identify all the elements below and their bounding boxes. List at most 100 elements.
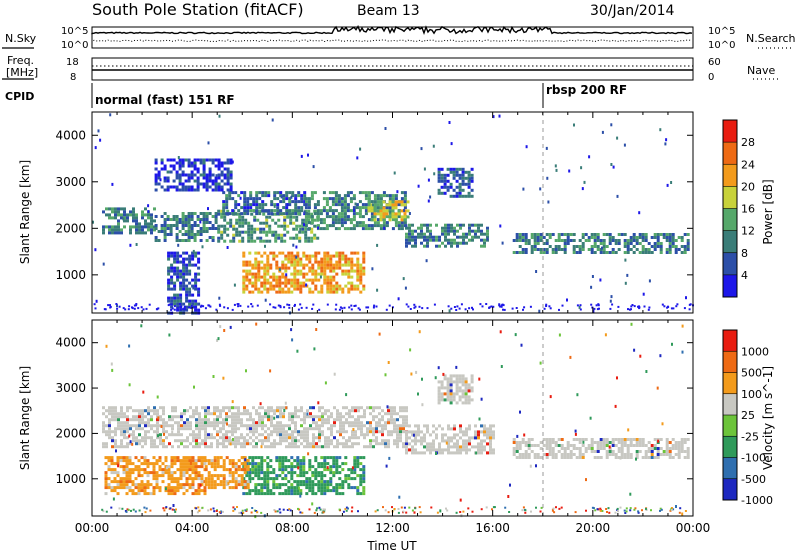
echo-cell: [291, 338, 294, 342]
echo-cell: [352, 212, 356, 216]
echo-cell: [127, 508, 130, 511]
echo-cell: [563, 450, 567, 453]
echo-cell: [132, 216, 135, 220]
echo-cell: [296, 269, 300, 273]
echo-cell: [275, 483, 279, 487]
echo-cell: [632, 251, 636, 254]
echo-cell: [411, 244, 414, 248]
echo-cell: [341, 307, 344, 310]
echo-cell: [601, 510, 604, 512]
echo-cell: [421, 403, 424, 407]
echo-cell: [167, 489, 171, 493]
echo-cell: [270, 445, 273, 449]
echo-cell: [527, 444, 531, 447]
echo-cell: [589, 416, 592, 420]
echo-cell: [220, 510, 223, 513]
echo-cell: [599, 509, 602, 512]
echo-cell: [390, 412, 393, 416]
echo-cell: [361, 191, 365, 195]
echo-cell: [122, 307, 125, 310]
echo-cell: [324, 381, 327, 385]
echo-cell: [250, 236, 254, 240]
echo-cell: [321, 406, 324, 410]
echo-cell: [103, 308, 106, 311]
echo-cell: [301, 221, 305, 225]
echo-cell: [257, 272, 261, 276]
echo-cell: [154, 224, 158, 227]
echo-cell: [308, 465, 312, 469]
echo-cell: [231, 308, 234, 311]
echo-cell: [335, 287, 339, 291]
echo-cell: [611, 239, 615, 242]
echo-cell: [307, 153, 309, 157]
echo-cell: [153, 424, 156, 428]
echo-cell: [116, 480, 120, 484]
echo-cell: [166, 224, 170, 227]
echo-cell: [294, 194, 298, 198]
echo-cell: [276, 421, 279, 425]
echo-cell: [631, 304, 634, 306]
echo-cell: [470, 377, 474, 381]
echo-cell: [203, 489, 207, 493]
echo-cell: [501, 241, 504, 245]
echo-cell: [249, 436, 252, 440]
echo-cell: [353, 471, 357, 475]
echo-cell: [338, 287, 342, 291]
echo-cell: [144, 442, 147, 446]
echo-cell: [317, 474, 321, 478]
echo-cell: [285, 436, 288, 440]
echo-cell: [602, 447, 606, 450]
echo-cell: [166, 188, 170, 192]
echo-cell: [359, 272, 363, 276]
echo-cell: [367, 206, 371, 210]
echo-cell: [545, 239, 549, 242]
echo-cell: [270, 424, 273, 428]
echo-cell: [598, 508, 601, 511]
echo-cell: [470, 398, 474, 402]
echo-cell: [314, 492, 318, 496]
echo-cell: [260, 486, 264, 490]
echo-cell: [450, 427, 453, 431]
echo-cell: [242, 260, 246, 264]
echo-cell: [348, 445, 351, 449]
echo-cell: [223, 224, 227, 228]
echo-cell: [243, 406, 246, 410]
echo-cell: [163, 227, 167, 230]
echo-cell: [266, 486, 270, 490]
echo-cell: [581, 248, 585, 251]
echo-cell: [184, 239, 188, 242]
echo-cell: [489, 445, 492, 449]
echo-cell: [385, 212, 389, 216]
echo-cell: [264, 203, 268, 207]
echo-cell: [566, 236, 570, 239]
echo-cell: [135, 442, 138, 446]
echo-cell: [619, 456, 622, 460]
echo-cell: [194, 263, 198, 267]
echo-cell: [367, 209, 371, 213]
echo-cell: [202, 218, 206, 221]
echo-cell: [489, 439, 492, 443]
echo-cell: [184, 185, 188, 189]
echo-cell: [653, 236, 657, 239]
echo-cell: [149, 483, 153, 487]
echo-cell: [405, 418, 408, 422]
echo-cell: [345, 509, 348, 512]
echo-cell: [388, 194, 392, 198]
echo-cell: [258, 412, 261, 416]
echo-cell: [207, 207, 209, 211]
echo-cell: [278, 278, 282, 282]
echo-cell: [674, 239, 678, 242]
echo-cell: [297, 415, 300, 419]
echo-cell: [635, 453, 639, 456]
echo-cell: [297, 206, 301, 210]
echo-cell: [326, 456, 330, 460]
echo-cell: [626, 248, 630, 251]
echo-cell: [234, 203, 238, 207]
echo-cell: [267, 415, 270, 419]
echo-cell: [465, 433, 468, 437]
echo-cell: [120, 228, 123, 232]
echo-cell: [217, 188, 221, 192]
echo-cell: [337, 221, 341, 225]
echo-cell: [669, 509, 672, 512]
